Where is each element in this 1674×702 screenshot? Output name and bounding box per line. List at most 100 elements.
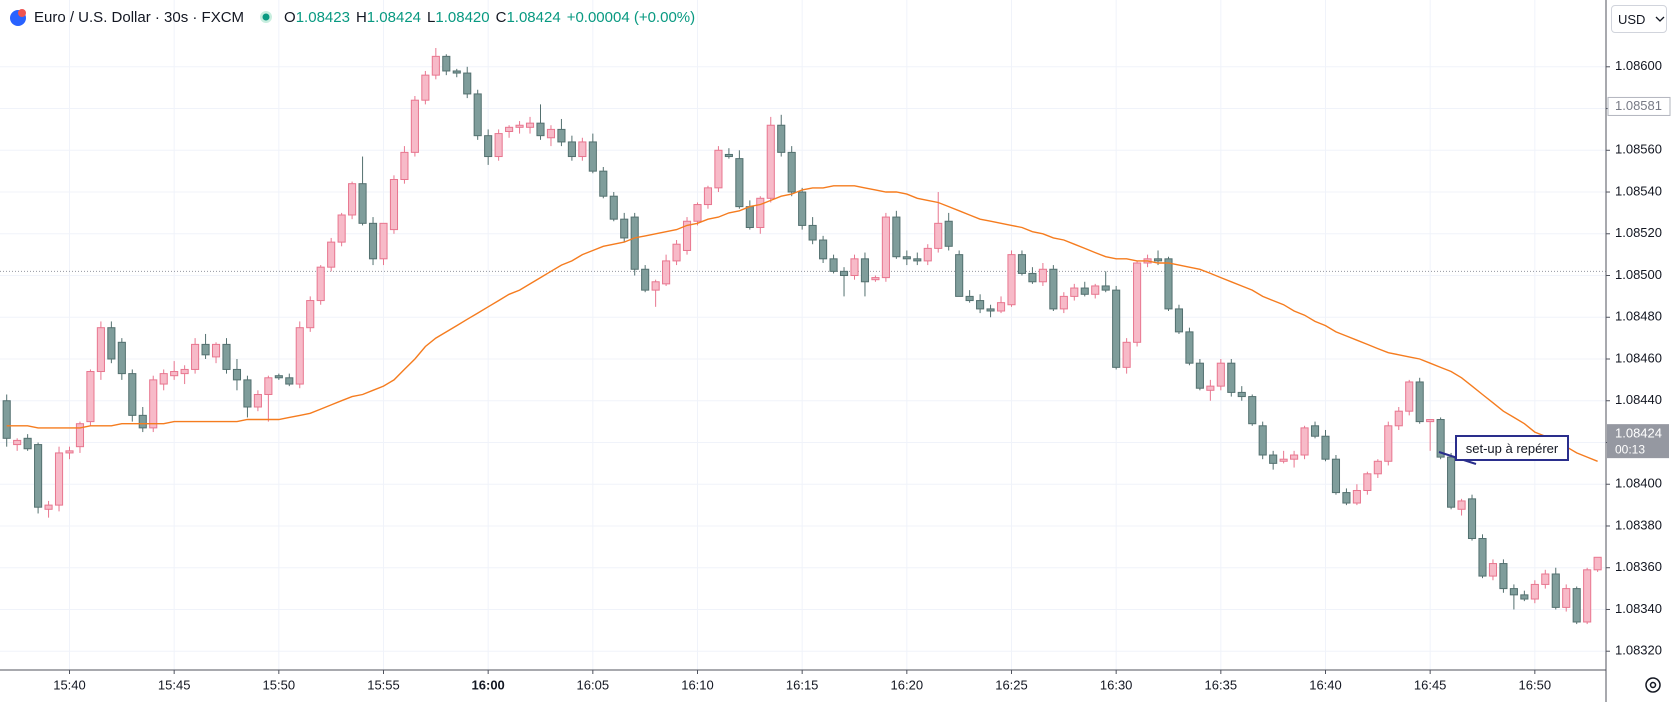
candle-body (1310, 425, 1320, 437)
y-tick-label: 1.08540 (1615, 183, 1662, 198)
candle-body (1195, 362, 1204, 389)
candle-body (1269, 454, 1278, 464)
candle-body (1038, 268, 1047, 283)
candle-body (379, 222, 388, 260)
candle-body (1248, 396, 1257, 425)
x-tick-label: 16:00 (472, 677, 505, 692)
candle-body (1206, 385, 1215, 391)
candle-body (1593, 556, 1602, 571)
candle-body (505, 126, 514, 132)
candle-body (1080, 287, 1089, 295)
candle-body (34, 444, 43, 508)
currency-select[interactable]: USD (1611, 5, 1667, 33)
y-tick-label: 1.08600 (1615, 58, 1662, 73)
candle-body (515, 124, 524, 128)
price-label-box (1607, 96, 1671, 116)
candle-body (211, 343, 221, 358)
ohlc-value: 1.08424 (366, 8, 422, 26)
candle-body (1467, 498, 1477, 540)
candle-body (368, 222, 378, 260)
last-price-label: 1.08424 (1615, 426, 1662, 441)
candle-body (13, 439, 22, 446)
candle-body (1279, 458, 1288, 462)
y-tick-label: 1.08380 (1615, 517, 1662, 532)
candle-body (494, 133, 503, 158)
candle-body (44, 504, 53, 510)
y-tick-label: 1.08460 (1615, 350, 1662, 365)
candle-body (285, 377, 294, 385)
chevron (1655, 16, 1665, 22)
candle-body (191, 343, 200, 370)
candle-body (65, 450, 74, 454)
market-status (260, 11, 273, 23)
candle-body (149, 379, 158, 429)
x-tick-label: 15:55 (367, 677, 400, 692)
y-tick-label: 1.08440 (1615, 392, 1662, 407)
y-tick-label: 1.08320 (1615, 643, 1662, 658)
candle-body (1426, 419, 1435, 423)
candle-body (620, 218, 629, 239)
candle-body (1112, 289, 1121, 368)
candle-body (1499, 563, 1508, 590)
candle-body (1342, 492, 1351, 504)
annotation: set-up à repérer (1455, 435, 1569, 461)
candle-body (557, 128, 566, 143)
candle-body (682, 220, 692, 251)
candle-body (243, 379, 252, 408)
candle-body (170, 371, 179, 377)
candle-body (1290, 454, 1299, 460)
x-tick-label: 16:05 (577, 677, 610, 692)
x-tick-label: 15:45 (158, 677, 191, 692)
candle-body (996, 302, 1006, 312)
candle-body (484, 135, 493, 158)
ohlc-key: H (355, 8, 367, 26)
candle-body (452, 70, 461, 74)
candle-body (536, 122, 545, 137)
change: +0.00004 (+0.00%) (566, 8, 696, 26)
candle-body (662, 260, 671, 285)
ohlc-value: 1.08424 (506, 8, 561, 26)
y-tick-label: 1.08340 (1615, 601, 1662, 616)
candle-body (860, 258, 870, 283)
x-tick-label: 16:20 (891, 677, 924, 692)
candle-body (1572, 588, 1581, 623)
candle-body (421, 74, 430, 101)
candle-body (274, 375, 283, 379)
candle-body (295, 327, 304, 385)
x-tick-label: 16:35 (1205, 677, 1238, 692)
candle-body (609, 195, 618, 220)
candle-body (306, 300, 315, 329)
x-tick-label: 16:40 (1309, 677, 1342, 692)
candle-body (431, 55, 440, 76)
candle-body (1541, 573, 1550, 585)
candle-body (1384, 425, 1393, 462)
candle-body (892, 216, 901, 258)
candle-body (1153, 258, 1163, 262)
candle-body (1321, 435, 1330, 460)
plot (0, 0, 1606, 670)
candle-body (829, 258, 838, 272)
candle-body (1457, 500, 1466, 510)
candle-body (798, 191, 807, 226)
candle-body (1017, 254, 1027, 274)
candle-body (1028, 272, 1037, 283)
candle-body (735, 158, 744, 208)
candle-body (1101, 285, 1110, 291)
candle-body (1185, 331, 1194, 364)
candle-body (525, 122, 535, 128)
x-tick-label: 15:50 (263, 677, 296, 692)
candle-body (1551, 573, 1560, 608)
candle-body (400, 151, 409, 181)
y-tick-label: 1.08480 (1615, 309, 1662, 324)
candle-body (463, 72, 472, 95)
ohlc-key: O (284, 8, 296, 26)
candle-body (128, 373, 137, 416)
candle-body (201, 343, 210, 356)
candle-body (1394, 410, 1403, 427)
x-tick-label: 16:50 (1519, 677, 1552, 692)
moving-average (6, 185, 1598, 462)
candle-body (107, 327, 116, 360)
candle-body (703, 187, 713, 206)
